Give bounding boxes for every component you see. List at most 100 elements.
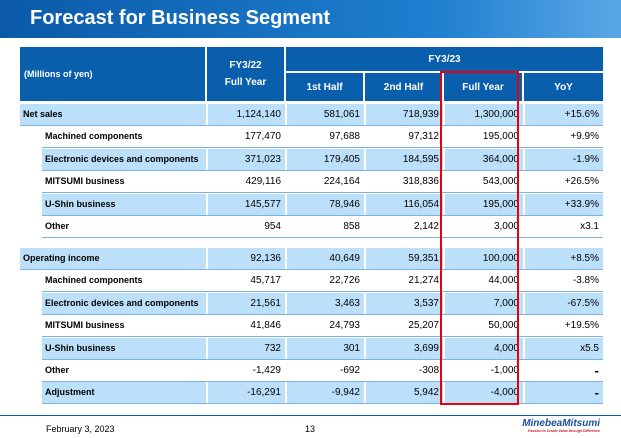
cell-value: 21,274 (364, 270, 443, 292)
cell-value: -16,291 (206, 382, 285, 404)
cell-value: 318,836 (364, 171, 443, 193)
cell-value: -4,000 (443, 382, 523, 404)
row-label: U-Shin business (45, 342, 116, 353)
cell-value: 718,939 (364, 104, 443, 125)
row-label: MITSUMI business (45, 320, 125, 331)
cell-value: 732 (206, 337, 285, 359)
cell-value: 581,061 (285, 104, 364, 125)
cell-value: 97,312 (364, 126, 443, 148)
segment-row: Electronic devices and components 371,023… (42, 148, 603, 171)
cell-value: 1,300,000 (443, 104, 523, 125)
cell-value: 543,000 (443, 171, 523, 193)
cell-value: 3,463 (285, 292, 364, 314)
cell-value: 954 (206, 216, 285, 237)
cell-value: +19.5% (523, 315, 603, 337)
unit-header: (Millions of yen) (20, 47, 205, 101)
cell-value: +15.6% (523, 104, 603, 125)
fy22-sub: Full Year (224, 77, 267, 88)
row-label: Machined components (45, 131, 143, 142)
cell-value: 3,699 (364, 337, 443, 359)
fy22-header: FY3/22 Full Year (207, 47, 284, 101)
logo-tagline: Passion to Create Value through Differen… (528, 429, 600, 433)
cell-value: 184,595 (364, 148, 443, 170)
row-label: Other (45, 221, 70, 231)
cell-value: 371,023 (206, 148, 285, 170)
col-yoy: YoY (524, 73, 603, 101)
cell-value: 429,116 (206, 171, 285, 193)
row-label: Other (45, 365, 70, 375)
row-label: Electronic devices and components (45, 297, 199, 308)
cell-value: x5.5 (523, 337, 603, 359)
cell-value: -308 (364, 360, 443, 381)
row-label: Machined components (45, 275, 143, 286)
cell-value: 195,000 (443, 193, 523, 215)
cell-value: 224,164 (285, 171, 364, 193)
cell-value: 59,351 (364, 248, 443, 269)
segment-row: Machined components 45,717 22,726 21,274 44,… (42, 270, 603, 293)
cell-value: 40,649 (285, 248, 364, 269)
cell-value: - (523, 360, 603, 381)
cell-value: 45,717 (206, 270, 285, 292)
cell-value: 24,793 (285, 315, 364, 337)
segment-row: U-Shin business 732 301 3,699 4,000 x5.5 (42, 337, 603, 360)
segment-row: U-Shin business 145,577 78,946 116,054 195,0… (42, 193, 603, 216)
row-label: Operating income (23, 253, 100, 263)
cell-value: 25,207 (364, 315, 443, 337)
cell-value: 100,000 (443, 248, 523, 269)
cell-value: -1,000 (443, 360, 523, 381)
cell-value: 97,688 (285, 126, 364, 148)
col-full-year: Full Year (444, 73, 522, 101)
cell-value: 1,124,140 (206, 104, 285, 125)
cell-value: 7,000 (443, 292, 523, 314)
fy23-header: FY3/23 (286, 47, 603, 71)
cell-value: 92,136 (206, 248, 285, 269)
row-label: Adjustment (45, 387, 95, 398)
segment-row: MITSUMI business 41,846 24,793 25,207 50,000… (42, 315, 603, 338)
cell-value: 41,846 (206, 315, 285, 337)
title-bar: Forecast for Business Segment (0, 0, 621, 38)
segment-row: Other 954 858 2,142 3,000 x3.1 (42, 216, 603, 238)
segment-row: Electronic devices and components 21,561 3… (42, 292, 603, 315)
row-label: U-Shin business (45, 198, 116, 209)
row-label: Electronic devices and components (45, 153, 199, 164)
logo: MinebeaMitsumi Passion to Create Value t… (508, 418, 600, 433)
full-year-highlight (440, 71, 519, 405)
segment-row: MITSUMI business 429,116 224,164 318,836 543… (42, 171, 603, 194)
total-row: Net sales 1,124,140 581,061 718,939 1,300,00… (20, 104, 603, 126)
segment-row: Other -1,429 -692 -308 -1,000- (42, 360, 603, 382)
footer-divider (0, 415, 621, 416)
cell-value: 3,000 (443, 216, 523, 237)
cell-value: 44,000 (443, 270, 523, 292)
cell-value: 116,054 (364, 193, 443, 215)
cell-value: - (523, 382, 603, 404)
cell-value: 145,577 (206, 193, 285, 215)
cell-value: 301 (285, 337, 364, 359)
cell-value: 4,000 (443, 337, 523, 359)
cell-value: -9,942 (285, 382, 364, 404)
cell-value: +9.9% (523, 126, 603, 148)
cell-value: 22,726 (285, 270, 364, 292)
cell-value: -1.9% (523, 148, 603, 170)
cell-value: 364,000 (443, 148, 523, 170)
segment-row: Adjustment -16,291 -9,942 5,942 -4,000- (42, 382, 603, 405)
col-2nd-half: 2nd Half (365, 73, 442, 101)
footer-date: February 3, 2023 (46, 424, 115, 434)
cell-value: x3.1 (523, 216, 603, 237)
col-1st-half: 1st Half (286, 73, 363, 101)
total-row: Operating income 92,136 40,649 59,351 100,00… (20, 248, 603, 270)
cell-value: -67.5% (523, 292, 603, 314)
cell-value: 179,405 (285, 148, 364, 170)
cell-value: +8.5% (523, 248, 603, 269)
cell-value: -1,429 (206, 360, 285, 381)
cell-value: 858 (285, 216, 364, 237)
fy22-label: FY3/22 (229, 60, 262, 71)
cell-value: 177,470 (206, 126, 285, 148)
cell-value: 3,537 (364, 292, 443, 314)
cell-value: +26.5% (523, 171, 603, 193)
row-label: MITSUMI business (45, 176, 125, 187)
cell-value: +33.9% (523, 193, 603, 215)
logo-text: MinebeaMitsumi (522, 418, 600, 429)
cell-value: -692 (285, 360, 364, 381)
page-title: Forecast for Business Segment (30, 7, 331, 29)
segment-row: Machined components 177,470 97,688 97,312 19… (42, 126, 603, 149)
